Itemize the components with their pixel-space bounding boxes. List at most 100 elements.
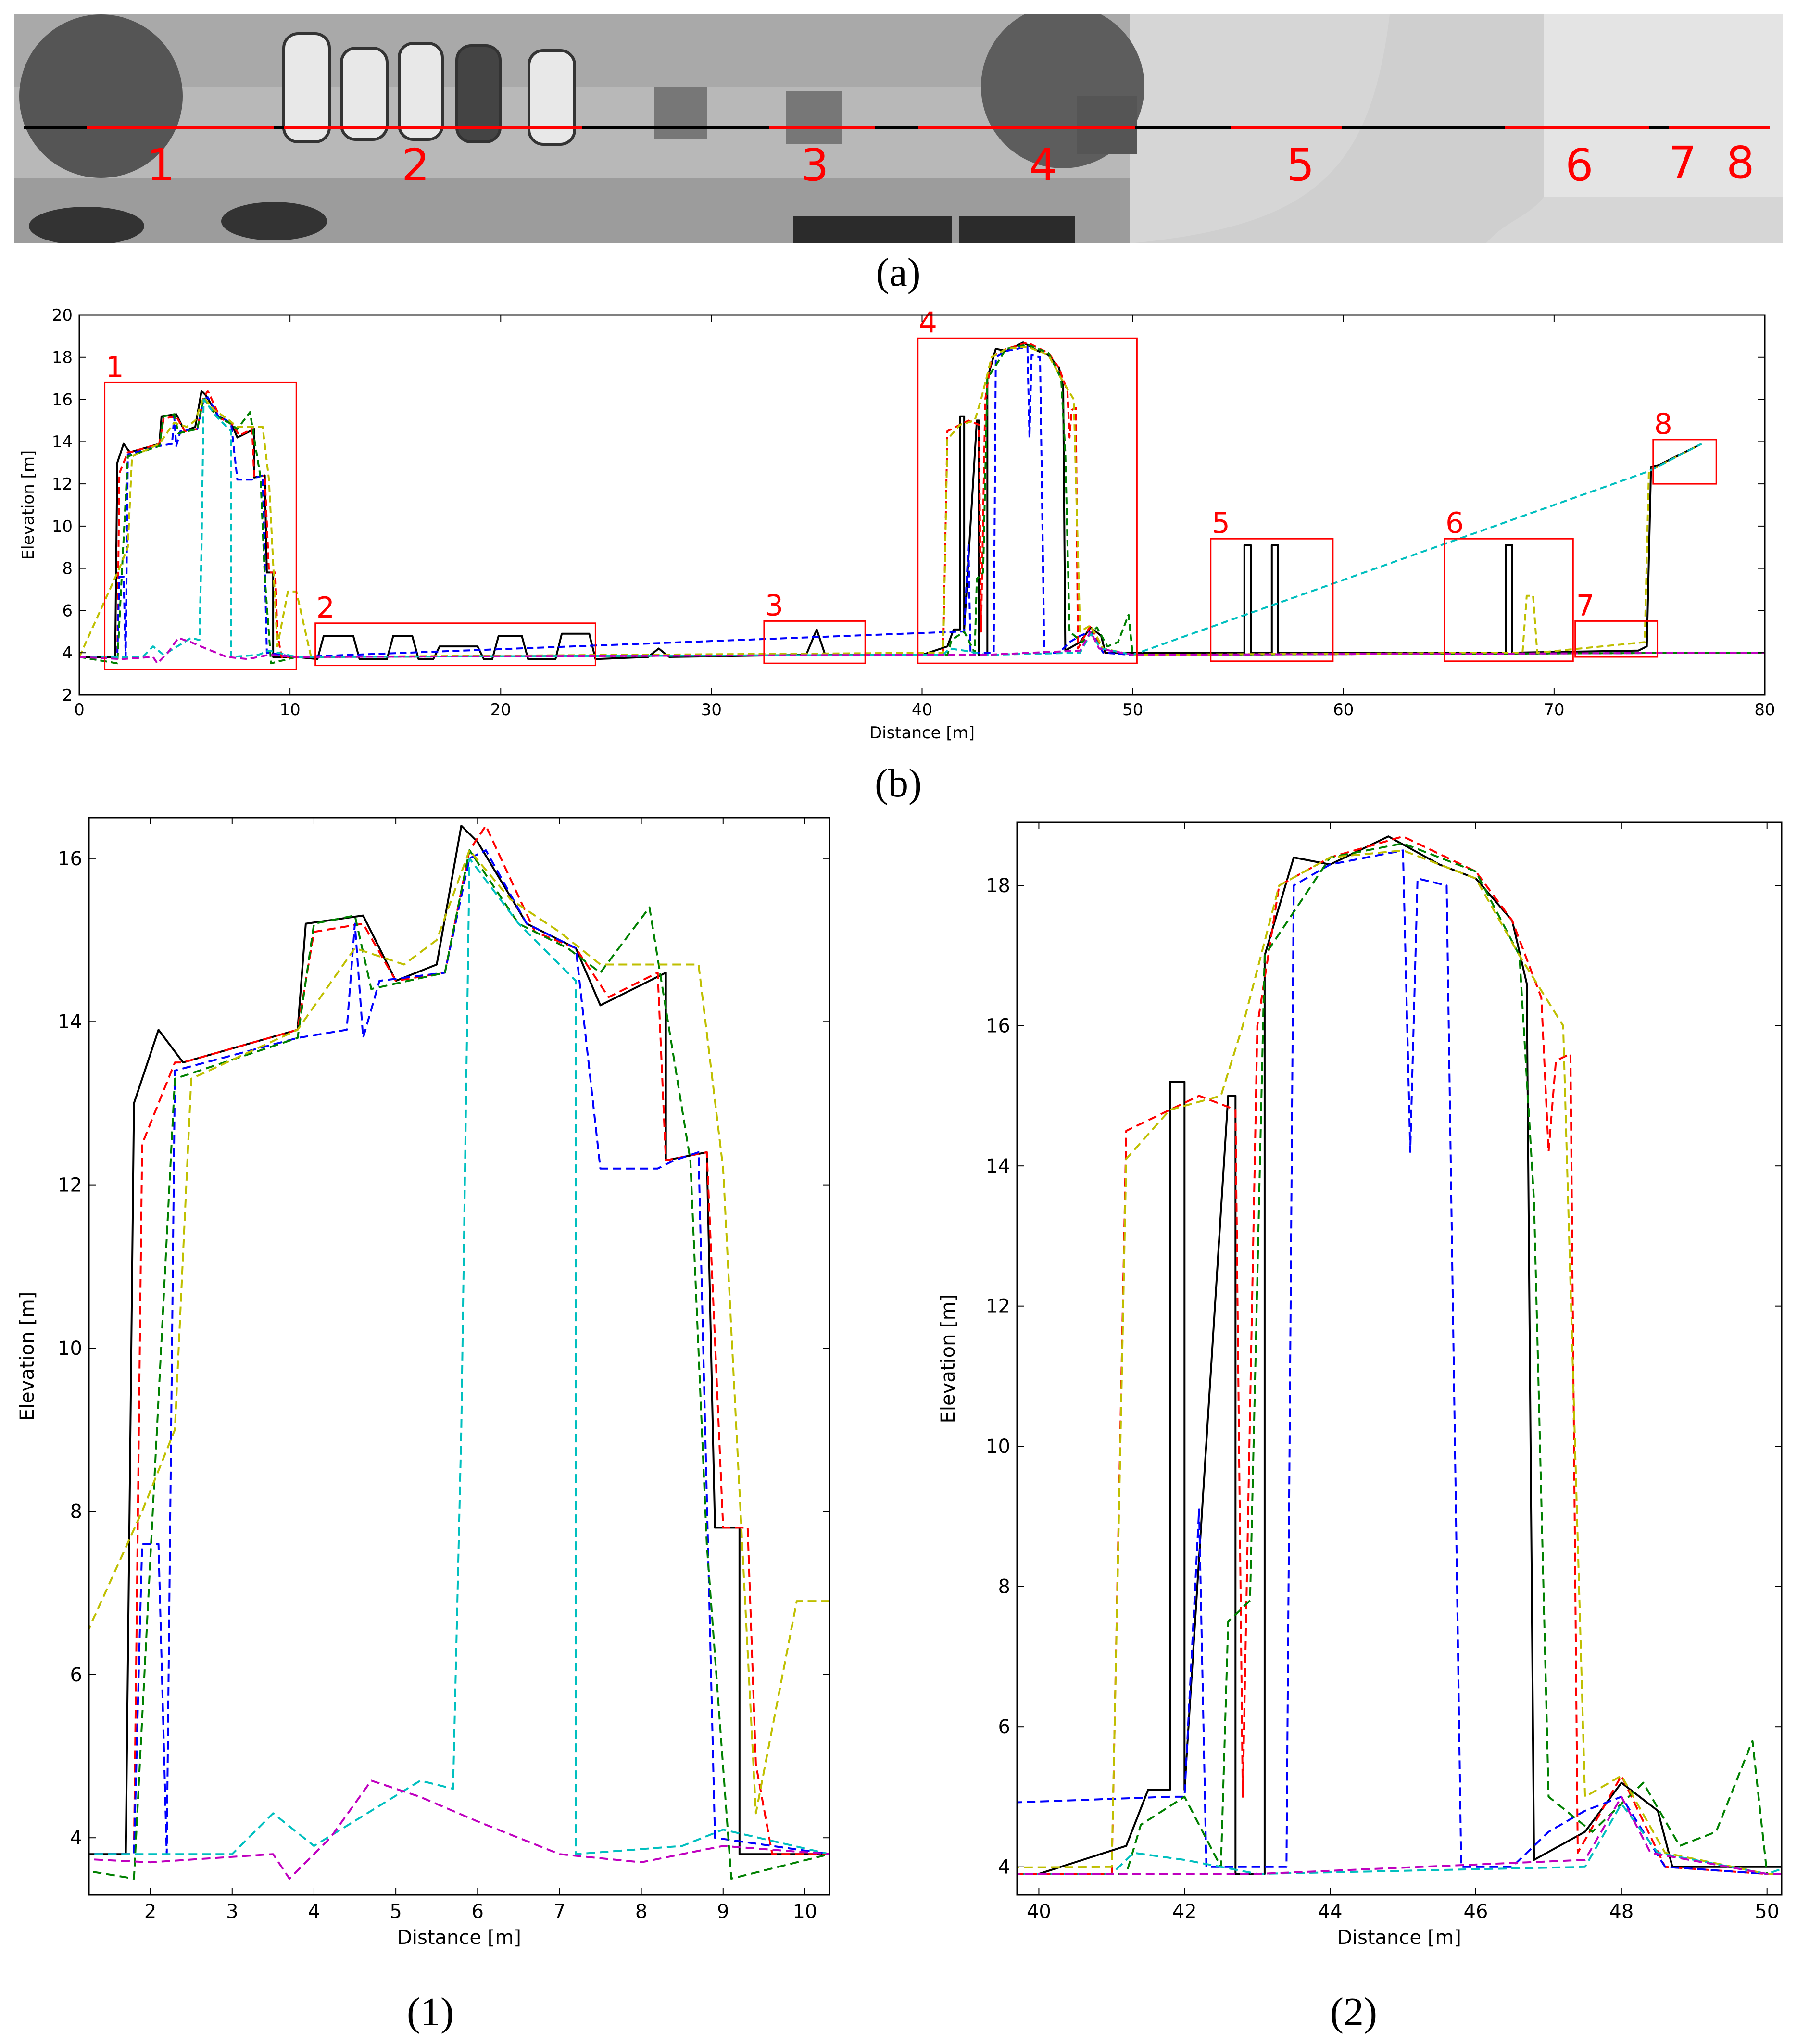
y-tick-label: 12: [58, 1174, 82, 1197]
annotation-box-5: [1210, 538, 1334, 662]
x-tick-label: 60: [1333, 700, 1354, 719]
x-axis-label: Distance [m]: [1337, 1927, 1461, 1949]
x-tick-label: 10: [279, 700, 300, 719]
caption-a: (a): [876, 250, 921, 295]
x-tick-label: 48: [1609, 1901, 1634, 1923]
series-line-green: [89, 849, 829, 1880]
y-tick-label: 12: [986, 1296, 1010, 1318]
plot-area: [1017, 822, 1782, 1895]
plot-area: [79, 315, 1765, 695]
series-line-red: [1017, 835, 1782, 1875]
annotation-label-3: 3: [765, 589, 783, 622]
series-line-blue: [1017, 849, 1782, 1875]
series-line-green: [79, 343, 1765, 665]
x-tick-label: 3: [226, 1901, 238, 1923]
x-tick-label: 40: [1027, 1901, 1051, 1923]
y-tick-label: 6: [998, 1716, 1010, 1738]
x-tick-label: 0: [74, 700, 85, 719]
series-line-red: [79, 341, 1765, 658]
x-tick-label: 46: [1464, 1901, 1488, 1923]
series-line-black: [89, 825, 829, 1855]
y-tick-label: 6: [70, 1664, 82, 1686]
x-tick-label: 20: [490, 700, 511, 719]
aerial-label-3: 3: [801, 139, 829, 191]
caption-1: (1): [407, 1990, 454, 2034]
x-tick-label: 5: [390, 1901, 402, 1923]
caption-2: (2): [1330, 1990, 1377, 2034]
y-tick-label: 18: [52, 348, 73, 367]
aerial-label-2: 2: [402, 139, 430, 191]
aerial-label-4: 4: [1029, 139, 1057, 191]
x-tick-label: 70: [1544, 700, 1564, 719]
annotation-label-6: 6: [1445, 506, 1464, 540]
x-tick-label: 9: [717, 1901, 729, 1923]
y-tick-label: 10: [52, 517, 73, 536]
annotation-label-2: 2: [316, 591, 335, 625]
y-tick-label: 4: [62, 643, 73, 663]
x-tick-label: 7: [553, 1901, 565, 1923]
plot-frame: [1016, 821, 1783, 1896]
series-line-blue: [89, 849, 829, 1855]
y-tick-label: 10: [986, 1436, 1010, 1458]
y-tick-label: 8: [70, 1501, 82, 1523]
x-tick-label: 4: [308, 1901, 320, 1923]
aerial-label-7: 7: [1669, 137, 1697, 189]
annotation-box-1: [104, 381, 297, 670]
annotation-label-7: 7: [1576, 589, 1595, 622]
y-tick-label: 16: [58, 848, 82, 870]
aerial-label-5: 5: [1286, 139, 1315, 191]
y-tick-label: 14: [986, 1155, 1010, 1177]
series-line-yellow: [1017, 849, 1782, 1875]
y-tick-label: 16: [52, 390, 73, 409]
y-axis-label: Elevation [m]: [937, 1294, 959, 1424]
plot-area: [89, 818, 829, 1895]
y-tick-label: 16: [986, 1015, 1010, 1037]
y-tick-label: 6: [62, 601, 73, 620]
series-line-yellow: [89, 849, 829, 1815]
aerial-label-6: 6: [1565, 139, 1594, 191]
y-tick-label: 8: [62, 559, 73, 579]
annotation-box-8: [1652, 439, 1717, 485]
y-tick-label: 8: [998, 1576, 1010, 1598]
x-tick-label: 44: [1318, 1901, 1343, 1923]
y-tick-label: 12: [52, 475, 73, 494]
x-tick-label: 10: [792, 1901, 817, 1923]
x-tick-label: 2: [144, 1901, 156, 1923]
x-tick-label: 50: [1755, 1901, 1779, 1923]
x-tick-label: 8: [635, 1901, 647, 1923]
series-line-magenta: [79, 631, 1765, 665]
annotation-box-4: [917, 337, 1138, 664]
y-axis-label: Elevation [m]: [16, 1292, 38, 1421]
x-tick-label: 30: [701, 700, 722, 719]
series-line-yellow: [79, 345, 1702, 658]
series-line-black: [79, 341, 1702, 660]
y-tick-label: 14: [52, 432, 73, 452]
x-tick-label: 6: [472, 1901, 484, 1923]
y-tick-label: 2: [62, 686, 73, 705]
x-tick-label: 40: [912, 700, 932, 719]
annotation-label-8: 8: [1654, 407, 1672, 441]
annotation-label-4: 4: [919, 306, 937, 340]
series-line-magenta: [1017, 1795, 1782, 1875]
y-tick-label: 4: [70, 1827, 82, 1849]
aerial-label-1: 1: [147, 139, 175, 191]
series-line-red: [89, 825, 829, 1855]
y-axis-label: Elevation [m]: [19, 450, 38, 560]
series-line-magenta: [89, 1779, 829, 1880]
y-tick-label: 20: [52, 306, 73, 325]
aerial-image-strip: 1 2 3 4 5 6 7 8: [14, 14, 1783, 243]
annotation-box-2: [314, 622, 596, 667]
annotation-label-5: 5: [1212, 506, 1230, 540]
x-axis-label: Distance [m]: [869, 723, 975, 743]
annotation-box-3: [763, 620, 866, 664]
y-tick-label: 4: [998, 1856, 1010, 1879]
y-tick-label: 10: [58, 1337, 82, 1360]
series-line-blue: [79, 345, 1765, 658]
series-line-cyan: [1017, 1803, 1782, 1875]
caption-b: (b): [875, 761, 922, 806]
annotation-box-6: [1444, 538, 1574, 662]
y-tick-label: 18: [986, 875, 1010, 897]
x-tick-label: 42: [1172, 1901, 1197, 1923]
y-tick-label: 14: [58, 1011, 82, 1033]
